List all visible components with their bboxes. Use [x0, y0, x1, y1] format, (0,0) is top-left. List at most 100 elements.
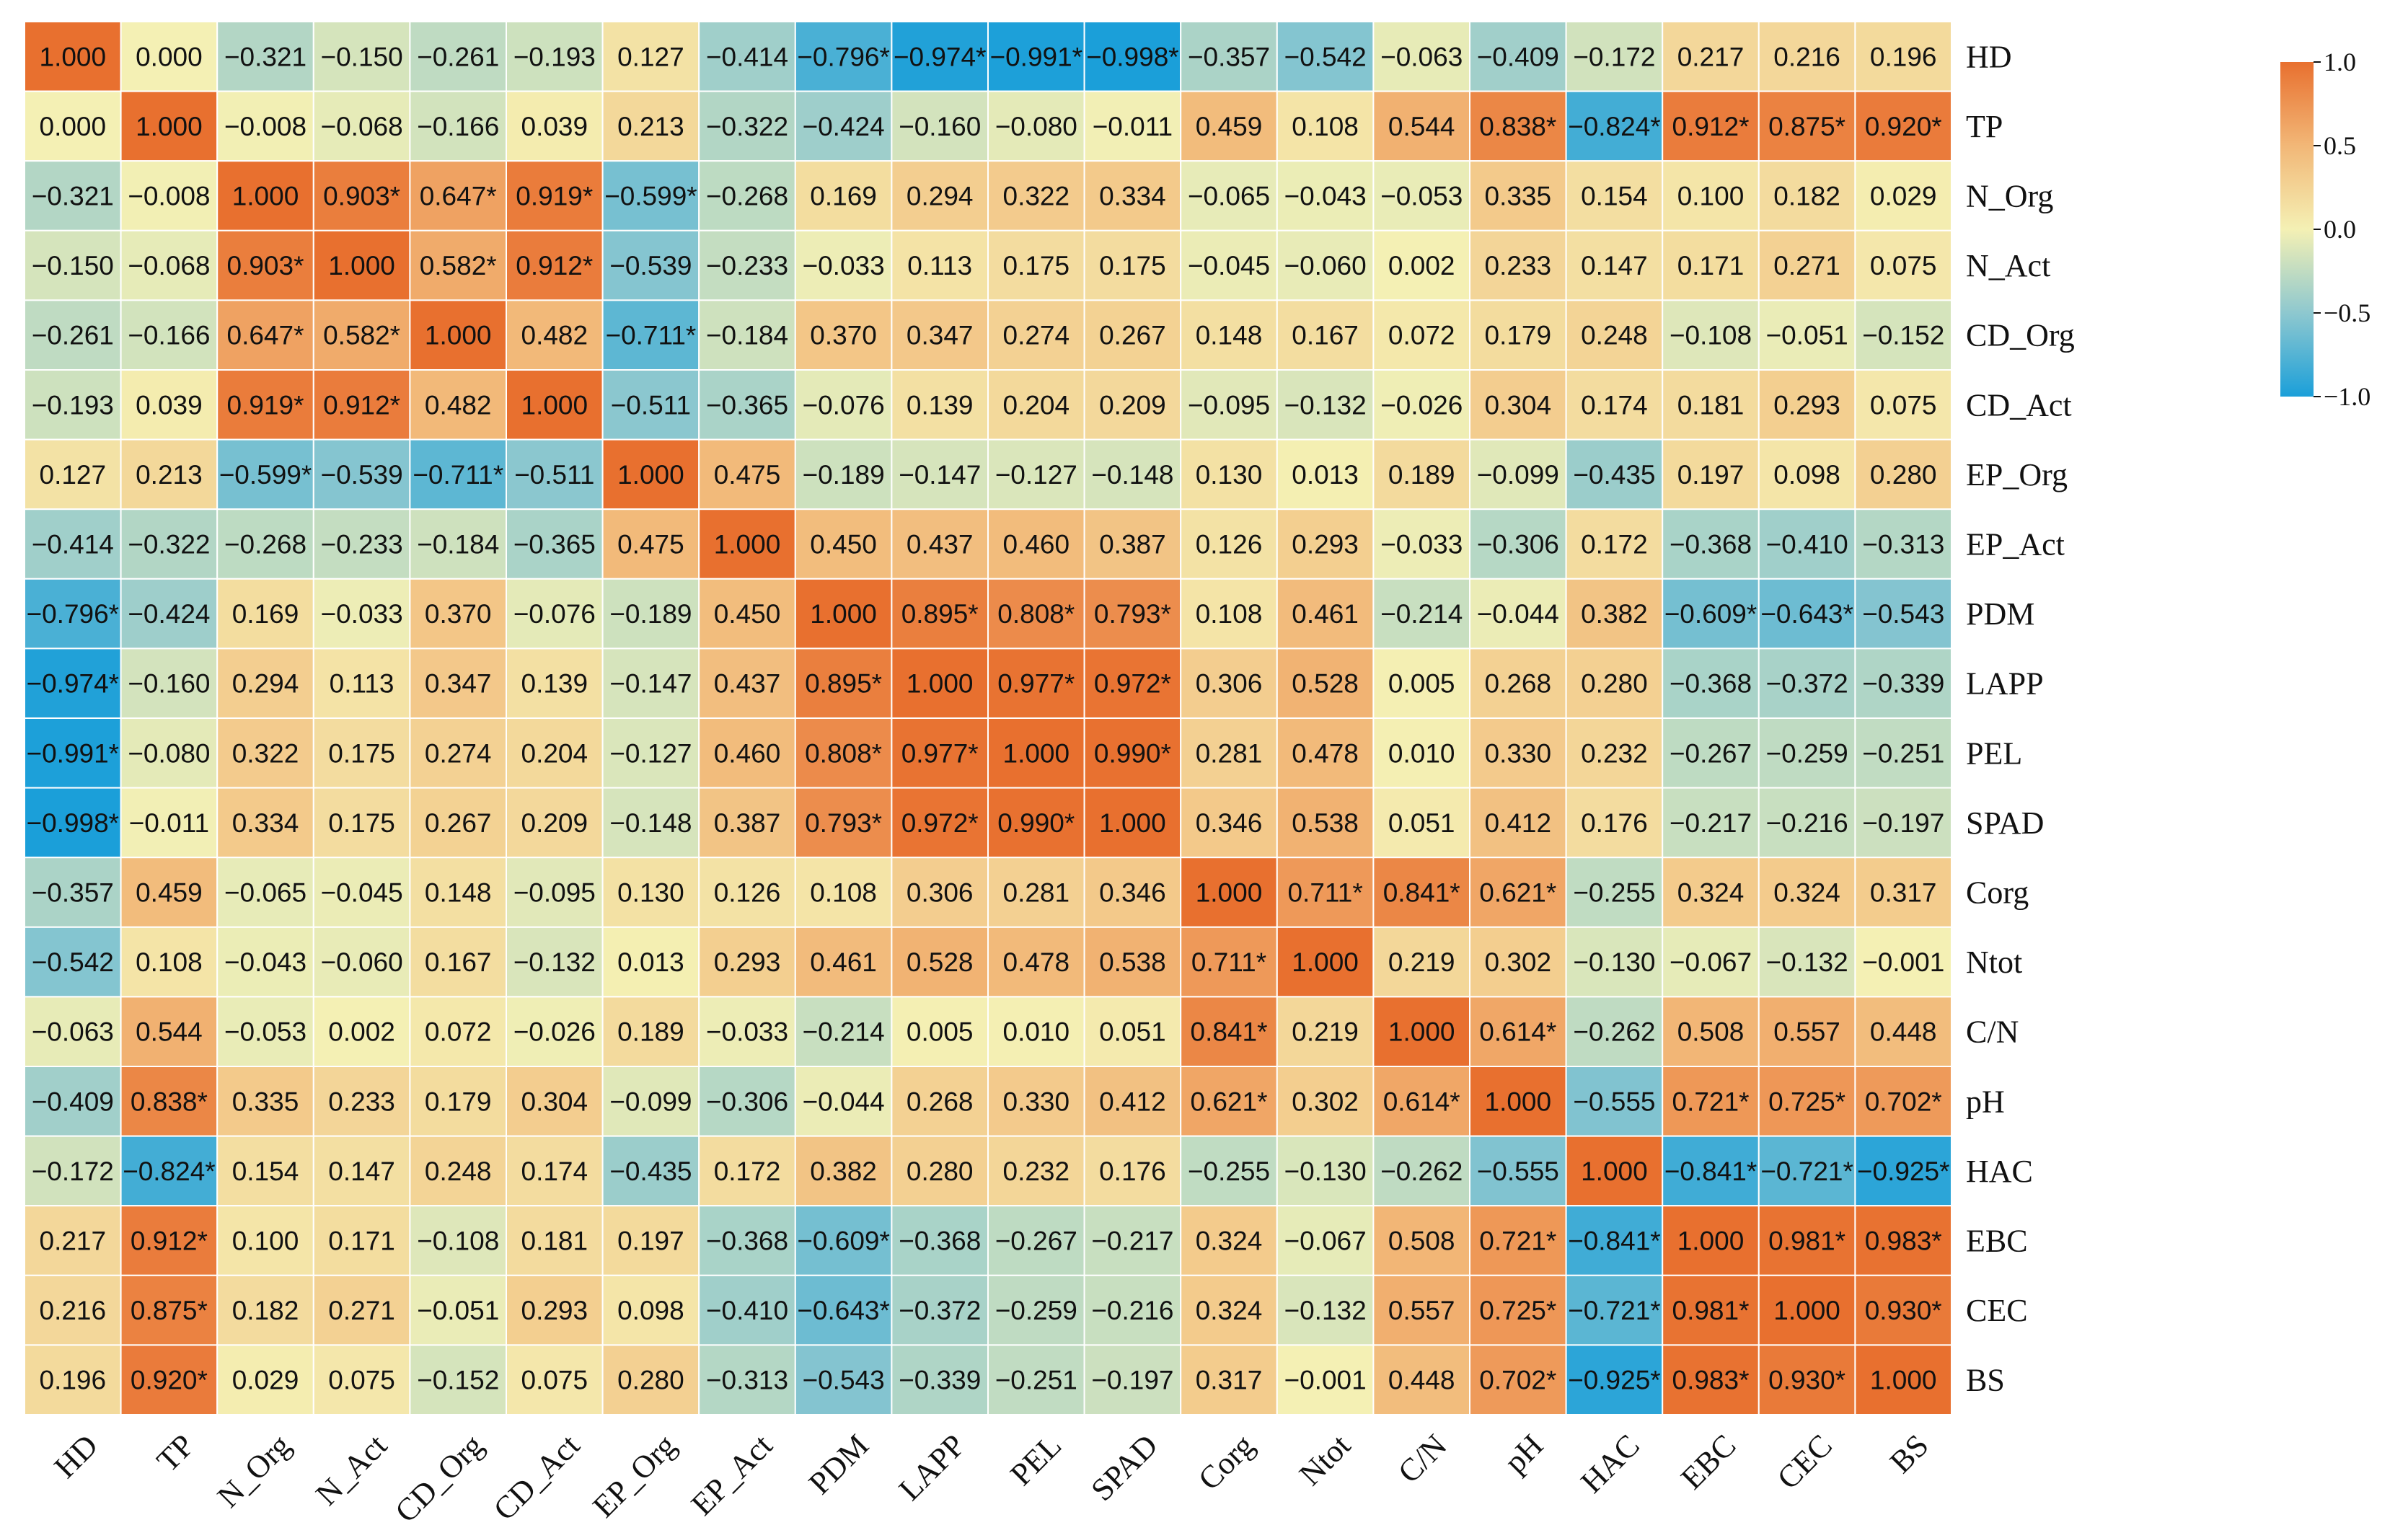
cell-n-act-ntot — [1276, 229, 1375, 301]
cell-hd-cec — [1758, 21, 1856, 92]
cell-value-label: −0.130 — [1284, 1157, 1366, 1186]
cell-hac-cd-act — [506, 1135, 604, 1207]
cell-value-label: −0.063 — [32, 1017, 114, 1047]
cell-value-label: −0.306 — [706, 1087, 788, 1116]
cell-hac-ph — [1469, 1135, 1567, 1207]
cell-tp-pel — [987, 90, 1085, 162]
column-label-ep-act: EP_Act — [684, 1428, 779, 1522]
cell-value-label: −0.543 — [1862, 599, 1944, 629]
cell-lapp-ep-act — [698, 648, 796, 720]
cell-hd-bs — [1854, 21, 1952, 92]
cell-value-label: 0.248 — [1581, 321, 1648, 350]
cell-ep-act-tp — [120, 508, 219, 580]
cell-value-label: 0.075 — [1870, 251, 1937, 280]
cell-value-label: 1.000 — [1196, 878, 1263, 908]
row-label-cd-org: CD_Org — [1966, 318, 2075, 353]
column-label-hd: HD — [48, 1428, 105, 1485]
cell-bs-cec — [1758, 1344, 1856, 1416]
cell-spad-tp — [120, 787, 219, 859]
cell-value-label: −0.511 — [514, 460, 594, 490]
cell-value-label: −0.255 — [1188, 1157, 1270, 1186]
cell-value-label: −0.365 — [706, 390, 788, 420]
cell-value-label: −0.150 — [320, 42, 402, 71]
cell-value-label: −0.197 — [1862, 808, 1944, 838]
cell-value-label: 0.182 — [232, 1296, 299, 1325]
column-label-tp: TP — [150, 1428, 201, 1479]
cell-ntot-hd — [24, 926, 122, 998]
cell-value-label: −0.925* — [1857, 1157, 1950, 1186]
cell-lapp-ph — [1469, 648, 1567, 720]
cell-n-org-ep-org — [601, 160, 700, 231]
cell-value-label: 0.382 — [1581, 599, 1648, 629]
cell-value-label: −0.796* — [797, 42, 890, 71]
cell-value-label: 0.334 — [1099, 182, 1166, 211]
cell-ep-org-bs — [1854, 438, 1952, 511]
cell-ebc-c-n — [1372, 1205, 1471, 1276]
cell-value-label: 0.793* — [1094, 599, 1171, 629]
cell-value-label: 0.702* — [1479, 1366, 1556, 1395]
cell-value-label: 0.274 — [425, 738, 492, 768]
cell-c-n-ebc — [1662, 996, 1760, 1068]
cell-hd-ep-act — [698, 21, 796, 92]
column-label-pel: PEL — [1003, 1428, 1068, 1493]
column-label-pdm: PDM — [802, 1428, 876, 1501]
cell-value-label: 0.176 — [1099, 1157, 1166, 1186]
cell-pdm-ph — [1469, 578, 1567, 650]
cell-tp-ep-org — [601, 90, 700, 162]
cell-n-org-tp — [120, 160, 219, 231]
cell-value-label: 0.647* — [420, 182, 497, 211]
cell-value-label: −0.060 — [1284, 251, 1366, 280]
column-label-n-org: N_Org — [211, 1428, 298, 1515]
cell-hd-ebc — [1662, 21, 1760, 92]
cell-value-label: 0.281 — [1196, 738, 1263, 768]
cell-ph-lapp — [891, 1066, 989, 1137]
cell-ph-ep-act — [698, 1066, 796, 1137]
cell-value-label: −0.193 — [32, 390, 114, 420]
cell-lapp-hac — [1565, 648, 1664, 720]
cell-value-label: 0.838* — [131, 1087, 208, 1116]
heatmap-cells: 1.000 0.000 −0.321 −0.150 −0.261 −0.193 0.127−… — [24, 21, 1952, 1416]
cell-value-label: 0.113 — [907, 251, 972, 280]
cell-value-label: 0.448 — [1870, 1017, 1937, 1047]
cell-corg-ph — [1469, 857, 1567, 928]
cell-hac-ep-act — [698, 1135, 796, 1207]
cell-value-label: 0.233 — [1485, 251, 1552, 280]
cell-hac-lapp — [891, 1135, 989, 1207]
cell-bs-bs — [1854, 1344, 1952, 1416]
cell-value-label: 0.725* — [1768, 1087, 1845, 1116]
cell-value-label: −0.148 — [609, 808, 692, 838]
cell-value-label: −0.925* — [1568, 1366, 1661, 1395]
cell-value-label: 0.204 — [1003, 390, 1070, 420]
row-label-ep-act: EP_Act — [1966, 527, 2065, 562]
cell-pdm-tp — [120, 578, 219, 650]
cell-value-label: 0.972* — [901, 808, 979, 838]
cell-value-label: 0.219 — [1292, 1017, 1359, 1047]
cell-value-label: 0.387 — [1099, 530, 1166, 560]
cell-c-n-ep-act — [698, 996, 796, 1068]
cell-value-label: −0.189 — [609, 599, 692, 629]
cell-c-n-ntot — [1276, 996, 1375, 1068]
cell-value-label: 1.000 — [617, 460, 684, 490]
cell-bs-ep-org — [601, 1344, 700, 1416]
cell-value-label: 0.147 — [1581, 251, 1648, 280]
cell-value-label: 0.459 — [1196, 112, 1263, 141]
cell-n-act-hac — [1565, 229, 1664, 301]
cell-c-n-cd-org — [409, 996, 508, 1068]
cell-value-label: −0.542 — [1284, 42, 1366, 71]
cell-value-label: 0.983* — [1672, 1366, 1750, 1395]
cell-value-label: −0.368 — [1670, 669, 1752, 699]
cell-value-label: 0.324 — [1196, 1227, 1263, 1256]
cell-ph-cd-act — [506, 1066, 604, 1137]
cell-value-label: 0.010 — [1003, 1017, 1070, 1047]
cell-value-label: −0.974* — [894, 42, 987, 71]
row-label-cec: CEC — [1966, 1293, 2028, 1328]
cell-value-label: −0.721* — [1568, 1296, 1661, 1325]
cell-value-label: −0.357 — [32, 878, 114, 908]
cell-ph-tp — [120, 1066, 219, 1137]
cell-value-label: 1.000 — [907, 669, 974, 699]
cell-value-label: −0.080 — [128, 738, 210, 768]
cell-lapp-ntot — [1276, 648, 1375, 720]
cell-ep-org-ntot — [1276, 438, 1375, 511]
cell-spad-cd-act — [506, 787, 604, 859]
cell-n-org-cec — [1758, 160, 1856, 231]
